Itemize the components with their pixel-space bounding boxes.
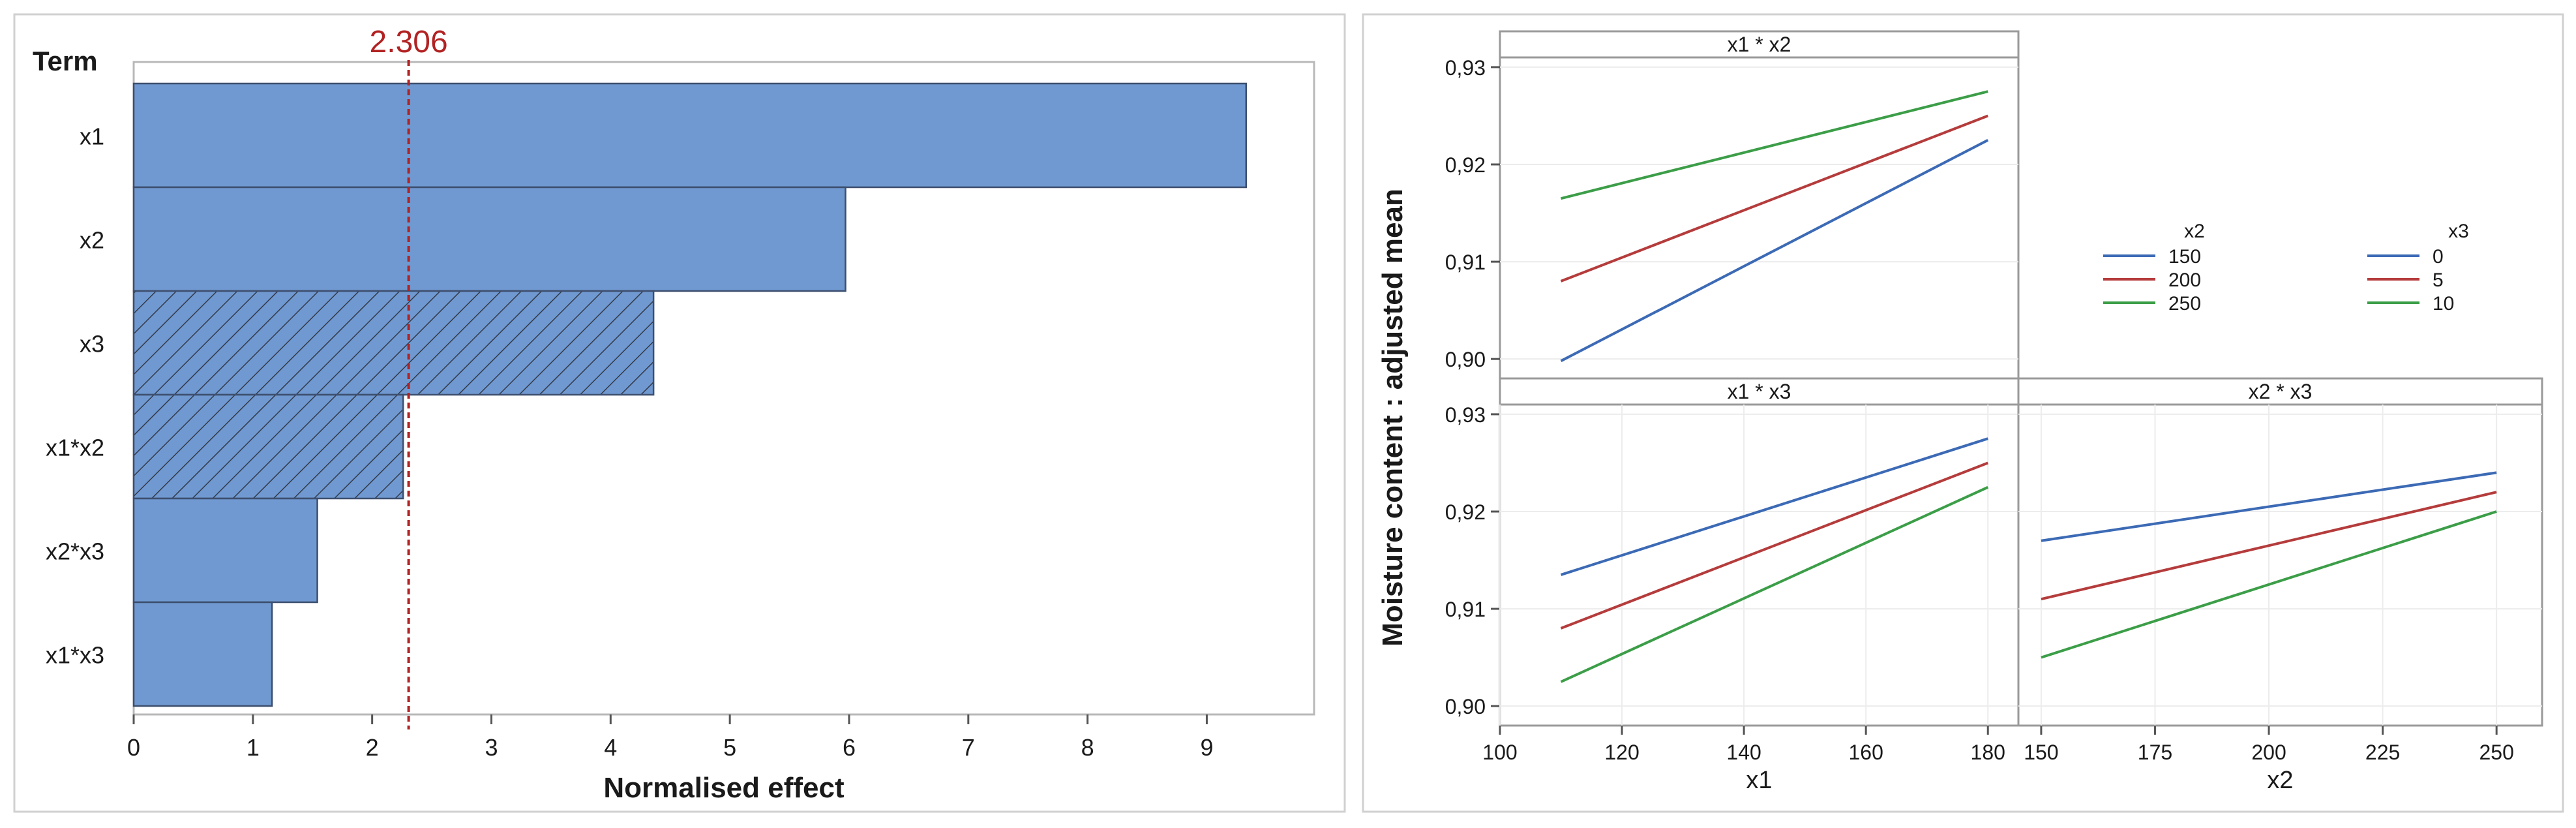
x-axis-title: x2 xyxy=(2267,767,2293,794)
legend-entry: 200 xyxy=(2168,269,2201,291)
interaction-panel: x1 * x3 0,90 0,91 0,92 0,93 100 120 140 160 180 x1 xyxy=(1445,377,2020,794)
panel-header xyxy=(1499,377,2020,406)
legend-entry: 250 xyxy=(2168,293,2201,314)
pareto-x-tick-label: 8 xyxy=(1081,734,1094,761)
y-tick-label: 0,90 xyxy=(1445,695,1486,718)
pareto-bars xyxy=(132,82,1248,707)
pareto-category-label: x1 xyxy=(80,123,104,150)
x-tick-label: 150 xyxy=(2024,741,2058,764)
pareto-x-tick-label: 9 xyxy=(1200,734,1213,761)
panel-title: x1 * x3 xyxy=(1728,380,1791,403)
x-tick-label: 180 xyxy=(1971,741,2005,764)
interaction-panel: x2 * x3 150 175 200 225 250 x2 xyxy=(2017,377,2543,794)
panel-header xyxy=(2017,377,2543,406)
legend-title: x2 xyxy=(2184,221,2205,242)
y-tick-label: 0,91 xyxy=(1445,251,1486,274)
x-tick-label: 120 xyxy=(1604,741,1639,764)
pareto-bar xyxy=(132,497,318,604)
series-line-0 xyxy=(2041,471,2497,542)
pareto-reference-label: 2.306 xyxy=(370,25,448,59)
x-tick-label: 100 xyxy=(1482,741,1517,764)
y-tick-label: 0,92 xyxy=(1445,500,1486,524)
series-line-10 xyxy=(2041,510,2497,659)
series-line-150 xyxy=(1560,138,1989,362)
x-tick-label: 175 xyxy=(2138,741,2172,764)
series-line-0 xyxy=(1560,437,1988,576)
y-tick-label: 0,90 xyxy=(1445,348,1486,371)
y-tick-label: 0,93 xyxy=(1445,56,1486,80)
pareto-x-tick-label: 6 xyxy=(843,734,856,761)
series-line-5 xyxy=(1560,461,1988,630)
pareto-x-tick-label: 1 xyxy=(247,734,260,761)
pareto-x-tick-label: 3 xyxy=(485,734,498,761)
x-tick-label: 225 xyxy=(2365,741,2400,764)
panel-title: x1 * x2 xyxy=(1728,33,1791,56)
series-line-10 xyxy=(1560,485,1989,683)
pareto-y-axis-title: Term xyxy=(33,46,98,76)
x-tick-label: 160 xyxy=(1848,741,1883,764)
pareto-x-tick-label: 2 xyxy=(366,734,379,761)
panel-frame xyxy=(2017,377,2543,727)
y-tick-label: 0,92 xyxy=(1445,153,1486,177)
legend-entry: 0 xyxy=(2433,246,2444,268)
pareto-x-tick-label: 7 xyxy=(962,734,975,761)
pareto-category-label: x2*x3 xyxy=(46,538,104,565)
pareto-bar xyxy=(132,186,846,292)
pareto-bar xyxy=(132,290,655,396)
interaction-y-axis-title: Moisture content : adjusted mean xyxy=(1377,189,1409,647)
legend-entry: 5 xyxy=(2433,269,2444,291)
pareto-bar xyxy=(132,601,273,707)
x-tick-label: 250 xyxy=(2479,741,2513,764)
pareto-category-label: x1*x3 xyxy=(46,642,104,669)
y-tick-label: 0,93 xyxy=(1445,403,1486,427)
pareto-category-labels: x1 x2 x3 x1*x2 x2*x3 x1*x3 xyxy=(46,123,104,669)
pareto-x-ticks: 0 1 2 3 4 5 6 7 8 9 xyxy=(127,714,1213,761)
legend-title: x3 xyxy=(2448,221,2469,242)
x-tick-label: 140 xyxy=(1726,741,1761,764)
pareto-x-tick-label: 0 xyxy=(127,734,140,761)
legend-entry: 150 xyxy=(2168,246,2201,268)
y-tick-label: 0,91 xyxy=(1445,598,1486,621)
pareto-x-tick-label: 4 xyxy=(604,734,617,761)
pareto-category-label: x3 xyxy=(80,331,104,358)
x-axis-title: x1 xyxy=(1746,767,1772,794)
x-tick-label: 200 xyxy=(2251,741,2286,764)
pareto-bar xyxy=(132,393,404,500)
pareto-x-axis-title: Normalised effect xyxy=(603,772,845,804)
pareto-x-tick-label: 5 xyxy=(723,734,736,761)
pareto-bar xyxy=(132,82,1248,189)
series-line-250 xyxy=(1561,90,1988,200)
series-line-200 xyxy=(1560,114,1988,283)
series-line-5 xyxy=(2041,491,2497,601)
pareto-category-label: x2 xyxy=(80,227,104,254)
legend-entry: 10 xyxy=(2433,293,2454,314)
interaction-panels: x1 * x2 0,90 0,91 0,92 0,93 x1 * x3 0,90 0,91 0,… xyxy=(1445,30,2543,794)
interaction-panel: x1 * x2 0,90 0,91 0,92 0,93 xyxy=(1445,30,2020,380)
pareto-category-label: x1*x2 xyxy=(46,435,104,461)
panel-header xyxy=(1499,30,2020,59)
panel-title: x2 * x3 xyxy=(2249,380,2313,403)
